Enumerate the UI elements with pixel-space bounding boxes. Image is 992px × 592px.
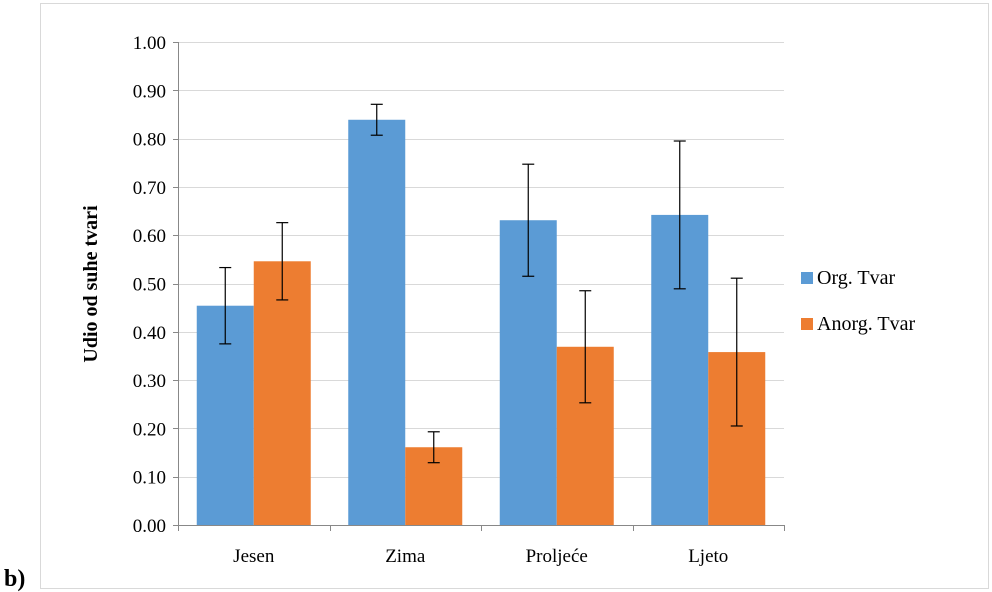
legend-swatch [801,318,813,330]
y-tick-labels: 0.00 0.10 0.20 0.30 0.40 0.50 0.60 0.70 0.80 0.90… [133,33,166,537]
legend: Org. Tvar Anorg. Tvar [801,267,915,335]
error-bars [219,103,743,464]
y-axis-label: Udio od suhe tvari [80,205,102,363]
y-tick-label: 0.80 [133,130,166,151]
legend-label: Anorg. Tvar [817,313,915,335]
panel-label: b) [4,566,25,592]
bar [253,261,311,525]
legend-swatch [801,272,813,284]
x-tick-label: Jesen [233,546,275,567]
axes [173,42,785,531]
y-tick-label: 1.00 [133,33,166,54]
y-tick-label: 0.00 [133,516,166,537]
legend-label: Org. Tvar [817,267,895,289]
y-tick-label: 0.10 [133,468,166,489]
y-tick-label: 0.20 [133,419,166,440]
bar [348,119,406,525]
x-tick-label: Zima [385,546,426,567]
y-tick-label: 0.30 [133,371,166,392]
y-tick-label: 0.40 [133,323,166,344]
y-tick-label: 0.70 [133,178,166,199]
y-tick-label: 0.90 [133,81,166,102]
x-tick-labels: Jesen Zima Proljeće Ljeto [233,546,728,567]
y-tick-label: 0.50 [133,275,166,296]
x-tick-label: Ljeto [688,546,728,567]
x-tick-label: Proljeće [526,546,588,567]
y-tick-label: 0.60 [133,226,166,247]
